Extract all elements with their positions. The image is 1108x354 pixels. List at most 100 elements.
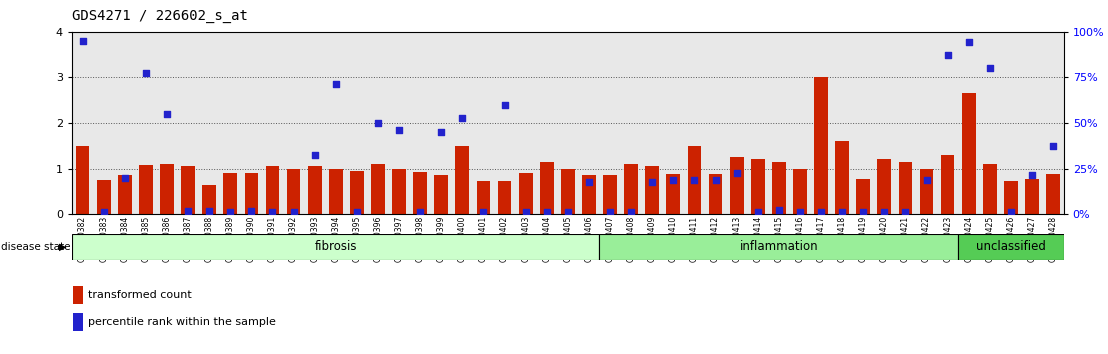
Bar <box>599 234 958 260</box>
Point <box>960 39 977 45</box>
Bar <box>434 176 448 214</box>
Bar <box>730 157 743 214</box>
Point <box>474 209 492 215</box>
Bar <box>329 169 342 214</box>
Bar <box>540 162 554 214</box>
Point <box>411 209 429 215</box>
Bar <box>603 176 617 214</box>
Bar <box>371 164 384 214</box>
Bar <box>1046 174 1060 214</box>
Point <box>896 209 914 215</box>
Bar <box>814 76 828 214</box>
Point <box>686 177 704 183</box>
Bar <box>117 176 132 214</box>
Bar <box>161 164 174 214</box>
Bar <box>72 234 599 260</box>
Point <box>243 208 260 213</box>
Point <box>95 209 113 215</box>
Point <box>707 177 725 183</box>
Bar <box>476 181 491 214</box>
Point <box>812 209 830 215</box>
Bar <box>266 166 279 214</box>
Bar <box>350 171 363 214</box>
Bar <box>392 169 406 214</box>
Bar <box>709 174 722 214</box>
Bar <box>624 164 638 214</box>
Bar <box>497 181 512 214</box>
Text: ▶: ▶ <box>59 242 66 252</box>
Bar <box>287 169 300 214</box>
Point <box>602 209 619 215</box>
Point <box>222 209 239 215</box>
Text: inflammation: inflammation <box>739 240 818 253</box>
Point <box>981 65 998 71</box>
Bar <box>73 313 83 331</box>
Text: transformed count: transformed count <box>88 290 192 299</box>
Point <box>623 209 640 215</box>
Bar <box>962 93 975 214</box>
Point <box>749 209 767 215</box>
Text: GDS4271 / 226602_s_at: GDS4271 / 226602_s_at <box>72 9 248 23</box>
Text: disease state: disease state <box>1 242 71 252</box>
Bar <box>73 286 83 303</box>
Bar <box>138 165 153 214</box>
Bar <box>878 159 891 214</box>
Bar <box>688 146 701 214</box>
Bar <box>667 174 680 214</box>
Point <box>917 177 935 183</box>
Point <box>560 209 577 215</box>
Text: fibrosis: fibrosis <box>315 240 357 253</box>
Point <box>938 52 956 57</box>
Point <box>537 209 555 215</box>
Point <box>770 207 788 212</box>
Point <box>644 179 661 185</box>
Bar <box>941 155 954 214</box>
Bar <box>899 162 912 214</box>
Bar <box>1004 181 1018 214</box>
Point <box>728 170 746 176</box>
Point <box>665 177 683 183</box>
Point <box>285 209 302 215</box>
Bar <box>983 164 997 214</box>
Text: percentile rank within the sample: percentile rank within the sample <box>88 317 276 327</box>
Bar <box>75 146 90 214</box>
Point <box>137 70 155 76</box>
Bar <box>582 175 596 214</box>
Point <box>327 81 345 87</box>
Point <box>453 116 471 121</box>
Bar <box>245 173 258 214</box>
Point <box>264 209 281 215</box>
Point <box>875 209 893 215</box>
Point <box>1044 143 1061 149</box>
Point <box>833 209 851 215</box>
Bar <box>203 184 216 214</box>
Text: unclassified: unclassified <box>976 240 1046 253</box>
Point <box>306 152 324 158</box>
Bar <box>645 166 659 214</box>
Point <box>158 111 176 117</box>
Bar <box>751 159 765 214</box>
Point <box>432 129 450 135</box>
Bar <box>561 169 575 214</box>
Bar <box>856 179 870 214</box>
Point <box>854 209 872 215</box>
Bar <box>182 166 195 214</box>
Bar <box>1025 179 1039 214</box>
Bar <box>413 172 427 214</box>
Point <box>581 179 598 185</box>
Bar <box>455 146 469 214</box>
Point <box>495 102 513 108</box>
Point <box>390 127 408 133</box>
Point <box>516 209 534 215</box>
Point <box>116 175 134 181</box>
Bar <box>772 162 786 214</box>
Bar <box>958 234 1064 260</box>
Bar <box>519 173 533 214</box>
Point <box>791 209 809 215</box>
Point <box>348 209 366 215</box>
Point <box>1002 209 1019 215</box>
Point <box>179 208 197 213</box>
Bar <box>920 169 933 214</box>
Bar <box>224 173 237 214</box>
Point <box>74 38 92 44</box>
